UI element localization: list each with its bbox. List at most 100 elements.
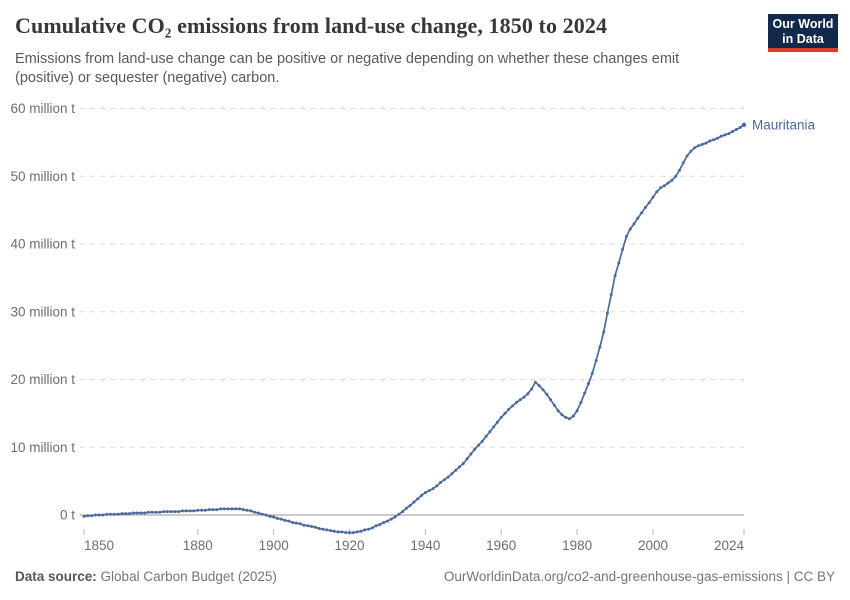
series-point	[389, 517, 393, 521]
series-point	[537, 384, 541, 388]
series-point	[234, 507, 238, 511]
series-line[interactable]	[83, 123, 745, 534]
series-point	[628, 227, 632, 231]
series-point	[325, 528, 329, 532]
series-point	[458, 465, 461, 469]
series-point	[640, 211, 644, 215]
series-point	[431, 487, 435, 491]
series-point	[659, 186, 663, 190]
series-point	[165, 510, 169, 514]
series-point	[90, 514, 94, 518]
series-point	[226, 507, 230, 511]
series-point	[602, 330, 606, 334]
series-point	[272, 515, 276, 519]
series-point	[651, 195, 655, 199]
y-tick-label: 10 million t	[10, 440, 75, 455]
series-point	[245, 508, 249, 512]
series-point	[473, 447, 477, 451]
series-point	[147, 510, 150, 514]
series-point	[112, 512, 116, 516]
series-point	[238, 507, 241, 511]
x-tick-label: 2000	[638, 538, 668, 553]
series-point	[329, 529, 333, 533]
series-point	[700, 142, 704, 146]
series-point	[643, 205, 647, 209]
series-point	[363, 528, 367, 532]
page-title: Cumulative CO₂ emissions from land-use c…	[15, 13, 608, 38]
series-point	[257, 511, 260, 515]
series-point	[632, 222, 636, 226]
series-point	[590, 371, 594, 375]
series-point	[492, 425, 496, 429]
series-point	[670, 178, 674, 182]
series-point	[674, 174, 678, 178]
series-point	[188, 509, 192, 513]
series-point	[313, 525, 317, 529]
y-tick-label: 40 million t	[10, 237, 75, 252]
series-point	[143, 511, 147, 515]
series-point	[393, 515, 397, 519]
series-point	[97, 513, 101, 517]
series-point	[109, 512, 113, 516]
series-point	[370, 526, 374, 530]
series-point	[488, 430, 492, 434]
series-point	[86, 514, 90, 518]
series-point	[397, 512, 401, 516]
series-point	[666, 181, 670, 185]
series-point	[439, 481, 443, 484]
series-point	[708, 139, 712, 143]
series-point	[222, 507, 226, 511]
series-point	[564, 415, 568, 419]
series-point	[382, 521, 386, 524]
series-point	[741, 122, 747, 128]
series-point	[533, 380, 537, 384]
series-point	[526, 392, 530, 396]
series-point	[560, 413, 564, 417]
series-point	[454, 468, 458, 472]
series-point	[587, 382, 590, 386]
series-point	[310, 525, 314, 528]
series-point	[355, 530, 359, 534]
series-point	[420, 493, 424, 497]
series-point	[556, 409, 560, 413]
series-point	[435, 484, 439, 488]
series-point	[416, 497, 420, 501]
series-point	[374, 524, 378, 528]
series-point	[693, 146, 697, 150]
series-point	[207, 508, 211, 512]
series-point	[617, 261, 621, 265]
series-point	[128, 512, 131, 516]
x-tick-label: 1850	[84, 538, 114, 553]
series-point	[507, 407, 511, 411]
series-point	[450, 472, 454, 476]
series-point	[230, 507, 234, 511]
series-point	[135, 511, 139, 515]
series-point	[541, 388, 545, 392]
series-point	[518, 398, 522, 402]
series-point	[469, 452, 473, 456]
series-point	[105, 512, 109, 516]
series-point	[302, 523, 306, 527]
series-point	[184, 509, 188, 513]
series-point	[685, 154, 689, 158]
series-point	[704, 141, 708, 145]
series-point	[139, 511, 143, 515]
series-point	[681, 161, 685, 165]
series-point	[549, 398, 553, 402]
series-point	[401, 510, 405, 514]
license-note[interactable]: OurWorldinData.org/co2-and-greenhouse-ga…	[443, 569, 835, 584]
series-point	[442, 478, 446, 482]
series-point	[294, 521, 298, 525]
series-point	[291, 521, 295, 524]
series-point	[408, 504, 412, 507]
series-point	[662, 184, 666, 188]
series-point	[598, 345, 602, 349]
series-point	[385, 519, 389, 523]
series-point	[219, 507, 223, 511]
owid-logo: Our World in Data	[768, 14, 838, 52]
series-point	[200, 508, 204, 512]
data-source-label: Data source:	[15, 569, 97, 584]
entity-label[interactable]: Mauritania	[752, 117, 816, 132]
